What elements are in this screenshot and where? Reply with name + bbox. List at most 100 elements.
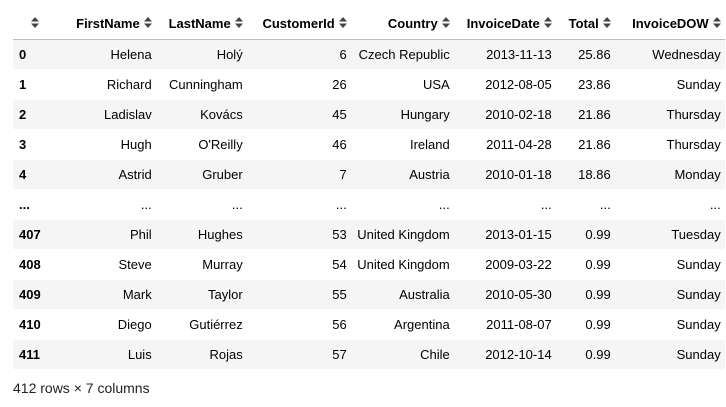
table-row: 411 Luis Rojas 57 Chile 2012-10-14 0.99 Sunday <box>13 339 725 370</box>
table-cell: 25.86 <box>578 47 611 63</box>
table-row: 3 Hugh O'Reilly 46 Ireland 2011-04-28 21.86 Thu… <box>13 129 725 160</box>
table-cell: Monday <box>674 167 721 183</box>
sort-icon[interactable] <box>712 9 721 38</box>
table-cell: Mark <box>122 287 152 303</box>
table-cell: ... <box>231 197 243 213</box>
column-header-country[interactable]: Country <box>350 9 454 41</box>
shape-summary: 412 rows × 7 columns <box>13 380 150 396</box>
sort-icon[interactable] <box>143 9 152 38</box>
table-cell: Luis <box>127 347 152 363</box>
table-body: 0 Helena Holý 6 Czech Republic 2013-11-13 25.8… <box>13 39 725 370</box>
sort-icon[interactable] <box>234 9 243 38</box>
table-cell: 0.99 <box>585 317 611 333</box>
table-cell: Wednesday <box>652 47 721 63</box>
column-header-label: Country <box>387 16 438 31</box>
row-index: ... <box>19 197 30 213</box>
table-cell: Hughes <box>197 227 243 243</box>
table-cell: 45 <box>332 107 347 123</box>
table-cell: 0.99 <box>585 347 611 363</box>
dataframe-container: FirstName LastName CustomerId Country In… <box>13 9 725 370</box>
table-row: ........................ <box>13 189 725 220</box>
sort-icon[interactable] <box>338 9 347 38</box>
column-header-label: Total <box>568 16 599 31</box>
row-index: 411 <box>19 347 40 363</box>
table-cell: 21.86 <box>578 137 611 153</box>
column-header-label: LastName <box>168 16 231 31</box>
sort-icon[interactable] <box>31 9 39 38</box>
table-row: 4 Astrid Gruber 7 Austria 2010-01-18 18.86 Mond… <box>13 159 725 190</box>
table-cell: Thursday <box>666 137 721 153</box>
row-index: 408 <box>19 257 41 273</box>
table-cell: Hugh <box>120 137 152 153</box>
table-cell: O'Reilly <box>198 137 243 153</box>
table-cell: Chile <box>420 347 450 363</box>
sort-icon[interactable] <box>602 9 611 38</box>
column-header-firstname[interactable]: FirstName <box>52 9 156 41</box>
table-cell: Ireland <box>409 137 450 153</box>
index-column-header[interactable] <box>13 9 53 41</box>
table-cell: Steve <box>118 257 152 273</box>
table-cell: 2013-11-13 <box>486 47 552 63</box>
row-index: 409 <box>19 287 41 303</box>
table-cell: 2009-03-22 <box>485 257 552 273</box>
table-cell: USA <box>422 77 450 93</box>
table-cell: 2010-05-30 <box>485 287 552 303</box>
table-header: FirstName LastName CustomerId Country In… <box>13 9 725 41</box>
row-index: 0 <box>19 47 27 63</box>
table-cell: Holý <box>216 47 243 63</box>
table-cell: 46 <box>332 137 347 153</box>
table-cell: 2012-08-05 <box>485 77 552 93</box>
table-cell: 0.99 <box>585 257 611 273</box>
table-cell: Kovács <box>200 107 243 123</box>
table-cell: 55 <box>332 287 347 303</box>
column-header-customerid[interactable]: CustomerId <box>246 9 351 41</box>
table-cell: 6 <box>339 47 347 63</box>
table-cell: 53 <box>332 227 347 243</box>
row-index: 1 <box>19 77 27 93</box>
table-cell: 7 <box>339 167 347 183</box>
table-cell: ... <box>140 197 152 213</box>
table-cell: 23.86 <box>578 77 611 93</box>
table-cell: 2012-10-14 <box>485 347 552 363</box>
table-cell: Sunday <box>676 77 721 93</box>
column-header-invoicedow[interactable]: InvoiceDOW <box>614 9 725 41</box>
table-cell: 56 <box>332 317 347 333</box>
table-cell: 2011-08-07 <box>486 317 552 333</box>
table-cell: Sunday <box>676 287 721 303</box>
table-cell: Gutiérrez <box>189 317 243 333</box>
table-row: 1 Richard Cunningham 26 USA 2012-08-05 23.86 Su… <box>13 69 725 100</box>
column-header-total[interactable]: Total <box>555 9 615 41</box>
header-row: FirstName LastName CustomerId Country In… <box>13 9 725 41</box>
table-cell: Taylor <box>208 287 243 303</box>
table-cell: Sunday <box>676 257 721 273</box>
table-cell: Hungary <box>400 107 450 123</box>
column-header-invoicedate[interactable]: InvoiceDate <box>453 9 556 41</box>
table-cell: ... <box>438 197 450 213</box>
table-row: 408 Steve Murray 54 United Kingdom 2009-03-22… <box>13 249 725 280</box>
sort-icon[interactable] <box>441 9 450 38</box>
row-index: 407 <box>19 227 41 243</box>
table-cell: Sunday <box>676 317 721 333</box>
table-cell: Helena <box>110 47 152 63</box>
table-cell: 26 <box>332 77 347 93</box>
table-cell: 57 <box>332 347 347 363</box>
table-cell: Argentina <box>394 317 450 333</box>
table-cell: Sunday <box>676 347 721 363</box>
table-cell: United Kingdom <box>357 227 450 243</box>
table-cell: 2013-01-15 <box>485 227 552 243</box>
table-cell: 0.99 <box>585 227 611 243</box>
table-cell: 2010-01-18 <box>485 167 552 183</box>
table-cell: 0.99 <box>585 287 611 303</box>
table-cell: United Kingdom <box>357 257 450 273</box>
table-row: 410 Diego Gutiérrez 56 Argentina 2011-08-07 0.… <box>13 309 725 340</box>
table-cell: ... <box>599 197 611 213</box>
table-cell: ... <box>335 197 347 213</box>
table-cell: Tuesday <box>671 227 721 243</box>
dataframe-table: FirstName LastName CustomerId Country In… <box>13 9 725 370</box>
column-header-lastname[interactable]: LastName <box>155 9 247 41</box>
table-cell: Richard <box>106 77 152 93</box>
table-cell: 21.86 <box>578 107 611 123</box>
table-cell: 2010-02-18 <box>485 107 552 123</box>
sort-icon[interactable] <box>543 9 552 38</box>
table-cell: ... <box>540 197 552 213</box>
